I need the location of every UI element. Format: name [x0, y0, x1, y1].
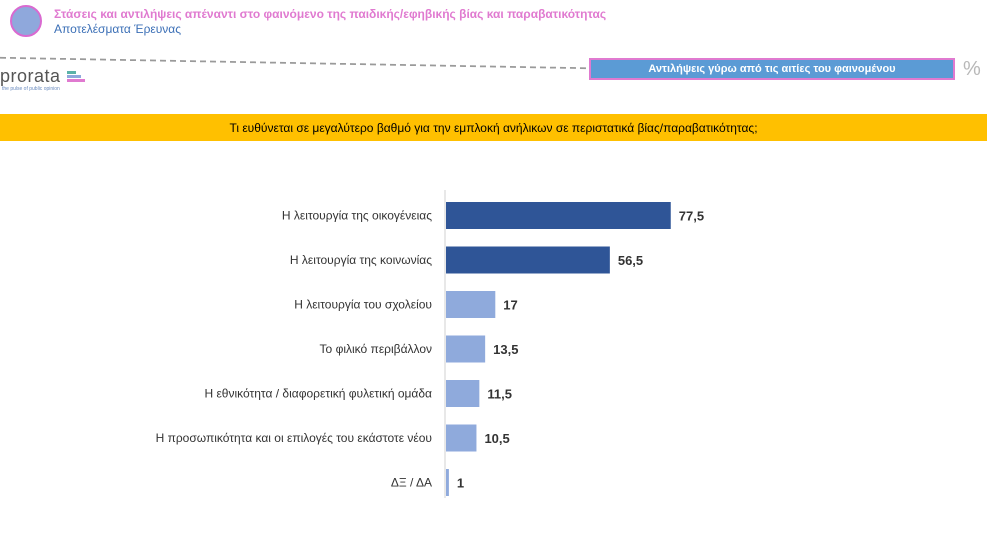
data-label: 77,5 [679, 209, 704, 224]
category-label: Η λειτουργία της οικογένειας [282, 209, 432, 223]
logo-bars-icon [67, 71, 87, 87]
question-band: Τι ευθύνεται σε μεγαλύτερο βαθμό για την… [0, 114, 987, 141]
bar [446, 202, 671, 229]
bar [446, 424, 477, 452]
category-label: Η εθνικότητα / διαφορετική φυλετική ομάδ… [204, 387, 432, 401]
category-label: Το φιλικό περιβάλλον [320, 342, 432, 356]
logo-text: prorata [0, 66, 61, 86]
data-label: 13,5 [493, 342, 518, 357]
logo-tagline: the pulse of public opinion [2, 86, 60, 92]
bar [446, 246, 610, 274]
header-logo-circle [10, 5, 42, 37]
data-label: 10,5 [484, 431, 509, 446]
page-title: Στάσεις και αντιλήψεις απέναντι στο φαιν… [54, 7, 607, 21]
bar [446, 380, 480, 407]
page-subtitle: Αποτελέσματα Έρευνας [54, 22, 182, 36]
category-label: Η προσωπικότητα και οι επιλογές του εκάσ… [156, 431, 432, 445]
category-label: ΔΞ / ΔΑ [391, 476, 432, 490]
data-label: 11,5 [487, 387, 512, 402]
divider-dashed-line [0, 56, 588, 70]
bar-chart: Η λειτουργία της οικογένειας 77,5 Η λειτου… [156, 190, 704, 498]
category-label: Η λειτουργία του σχολείου [294, 298, 432, 312]
bar [446, 291, 496, 318]
category-label: Η λειτουργία της κοινωνίας [290, 253, 432, 267]
data-label: 1 [457, 476, 464, 491]
bar [446, 335, 486, 363]
data-label: 56,5 [618, 253, 643, 268]
unit-symbol: % [963, 58, 981, 80]
data-label: 17 [503, 298, 517, 313]
bar [446, 469, 449, 496]
section-label-box: Αντιλήψεις γύρω από τις αιτίες του φαινο… [589, 58, 955, 80]
